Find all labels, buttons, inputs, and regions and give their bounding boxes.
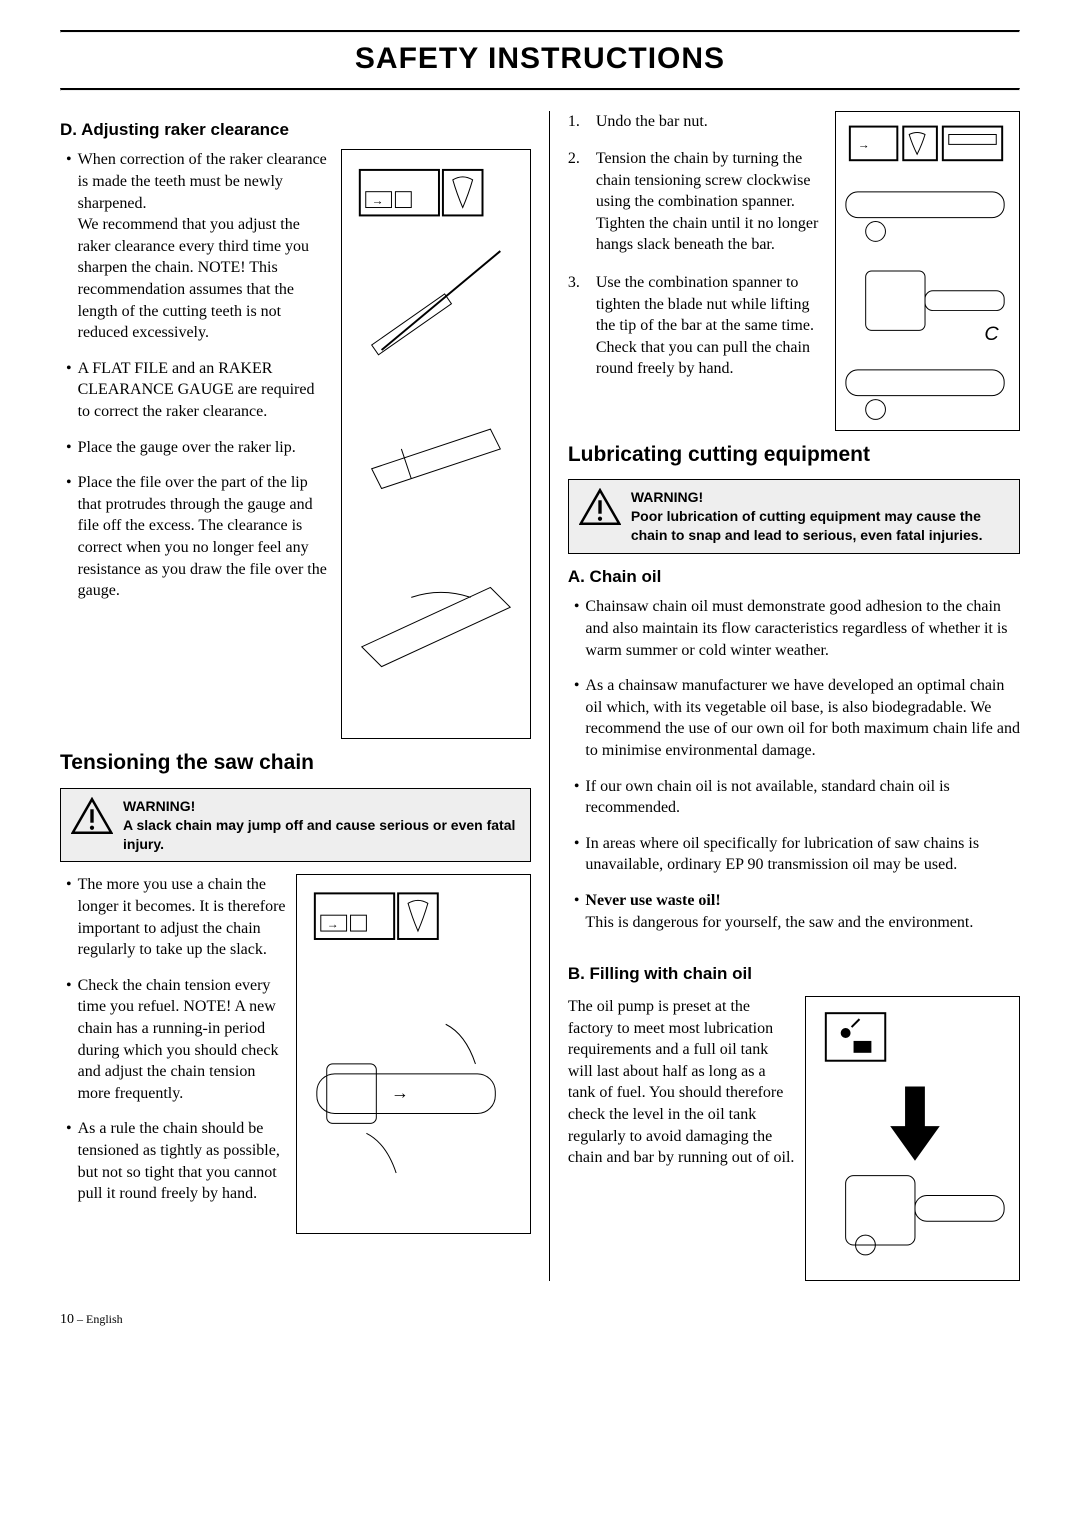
left-column: D. Adjusting raker clearance When correc… bbox=[60, 111, 531, 1282]
list-item: Chainsaw chain oil must demonstrate good… bbox=[574, 596, 1020, 661]
filling-diagram-icon bbox=[806, 997, 1019, 1280]
footer-lang: – English bbox=[74, 1312, 123, 1326]
tensioning-text-block: The more you use a chain the longer it b… bbox=[60, 874, 286, 1218]
bullet-text: Place the gauge over the raker lip. bbox=[78, 437, 296, 459]
svg-text:→: → bbox=[327, 918, 339, 932]
step-text: Tension the chain by turning the chain t… bbox=[596, 148, 825, 256]
list-item: In areas where oil specifically for lubr… bbox=[574, 833, 1020, 876]
list-item: Place the file over the part of the lip … bbox=[66, 472, 331, 602]
warning-body: Poor lubrication of cutting equipment ma… bbox=[631, 507, 1009, 545]
warning-icon bbox=[579, 488, 621, 533]
raker-row: When correction of the raker clearance i… bbox=[60, 149, 531, 739]
bullet-text: Chainsaw chain oil must demonstrate good… bbox=[585, 596, 1020, 661]
raker-figure: → bbox=[341, 149, 531, 739]
tensioning-steps: 1. Undo the bar nut. 2.Tension the chain … bbox=[568, 111, 825, 381]
step-number: 2. bbox=[568, 148, 586, 256]
list-item: If our own chain oil is not available, s… bbox=[574, 776, 1020, 819]
raker-diagram-icon: → bbox=[342, 150, 530, 738]
list-item: Never use waste oil! This is dangerous f… bbox=[574, 890, 1020, 933]
heading-lubricating: Lubricating cutting equipment bbox=[568, 441, 1020, 469]
step-number: 1. bbox=[568, 111, 586, 133]
step-text: Undo the bar nut. bbox=[596, 111, 708, 133]
list-item: When correction of the raker clearance i… bbox=[66, 149, 331, 343]
bullet-text: A FLAT FILE and an RAKER CLEARANCE GAUGE… bbox=[78, 358, 331, 423]
heading-adjusting-raker: D. Adjusting raker clearance bbox=[60, 119, 531, 142]
page-number: 10 bbox=[60, 1312, 74, 1327]
step-item: 3.Use the combination spanner to tighten… bbox=[568, 272, 825, 380]
list-item: As a rule the chain should be tensioned … bbox=[66, 1118, 286, 1204]
warning-label: WARNING! bbox=[123, 797, 520, 816]
warning-lubricating: WARNING! Poor lubrication of cutting equ… bbox=[568, 479, 1020, 554]
filling-row: The oil pump is preset at the factory to… bbox=[568, 996, 1020, 1281]
two-column-layout: D. Adjusting raker clearance When correc… bbox=[60, 111, 1020, 1282]
bullet-text: Check the chain tension every time you r… bbox=[78, 975, 286, 1105]
step-item: 1. Undo the bar nut. bbox=[568, 111, 825, 133]
bullet-text: As a chainsaw manufacturer we have devel… bbox=[585, 675, 1020, 761]
title-underline bbox=[60, 88, 1020, 91]
svg-text:→: → bbox=[371, 194, 383, 208]
warning-icon bbox=[71, 797, 113, 842]
never-text: This is dangerous for yourself, the saw … bbox=[585, 914, 973, 931]
page-title: SAFETY INSTRUCTIONS bbox=[60, 33, 1020, 88]
steps-figure: → C bbox=[835, 111, 1020, 431]
warning-text-block: WARNING! Poor lubrication of cutting equ… bbox=[631, 488, 1009, 545]
bullet-text: In areas where oil specifically for lubr… bbox=[585, 833, 1020, 876]
right-column: 1. Undo the bar nut. 2.Tension the chain … bbox=[549, 111, 1020, 1282]
never-label: Never use waste oil! bbox=[585, 892, 720, 909]
list-item: As a chainsaw manufacturer we have devel… bbox=[574, 675, 1020, 761]
chain-oil-bullets: Chainsaw chain oil must demonstrate good… bbox=[568, 596, 1020, 933]
warning-text-block: WARNING! A slack chain may jump off and … bbox=[123, 797, 520, 854]
list-item: A FLAT FILE and an RAKER CLEARANCE GAUGE… bbox=[66, 358, 331, 423]
tensioning-row: The more you use a chain the longer it b… bbox=[60, 874, 531, 1234]
bullet-text: When correction of the raker clearance i… bbox=[78, 149, 331, 343]
step-number: 3. bbox=[568, 272, 586, 380]
svg-text:→: → bbox=[858, 137, 870, 151]
heading-chain-oil: A. Chain oil bbox=[568, 566, 1020, 589]
warning-body: A slack chain may jump off and cause ser… bbox=[123, 816, 520, 854]
tensioning-figure: → → bbox=[296, 874, 531, 1234]
warning-tensioning: WARNING! A slack chain may jump off and … bbox=[60, 788, 531, 863]
steps-text-block: 1. Undo the bar nut. 2.Tension the chain … bbox=[568, 111, 825, 397]
raker-text-block: When correction of the raker clearance i… bbox=[60, 149, 331, 615]
steps-row: 1. Undo the bar nut. 2.Tension the chain … bbox=[568, 111, 1020, 431]
svg-text:→: → bbox=[391, 1083, 409, 1103]
bullet-text: If our own chain oil is not available, s… bbox=[585, 776, 1020, 819]
page-footer: 10 – English bbox=[60, 1311, 1020, 1330]
bullet-text: The more you use a chain the longer it b… bbox=[78, 874, 286, 960]
step-item: 2.Tension the chain by turning the chain… bbox=[568, 148, 825, 256]
bullet-text: As a rule the chain should be tensioned … bbox=[78, 1118, 286, 1204]
raker-bullets: When correction of the raker clearance i… bbox=[60, 149, 331, 601]
filling-text: The oil pump is preset at the factory to… bbox=[568, 996, 795, 1169]
list-item: The more you use a chain the longer it b… bbox=[66, 874, 286, 960]
list-item: Check the chain tension every time you r… bbox=[66, 975, 286, 1105]
heading-filling: B. Filling with chain oil bbox=[568, 963, 1020, 986]
bullet-text: Never use waste oil! This is dangerous f… bbox=[585, 890, 973, 933]
heading-tensioning: Tensioning the saw chain bbox=[60, 749, 531, 777]
list-item: Place the gauge over the raker lip. bbox=[66, 437, 331, 459]
tensioning-bullets: The more you use a chain the longer it b… bbox=[60, 874, 286, 1204]
bullet-text: Place the file over the part of the lip … bbox=[78, 472, 331, 602]
tensioning-diagram-icon: → → bbox=[297, 875, 530, 1233]
warning-label: WARNING! bbox=[631, 488, 1009, 507]
steps-diagram-icon: → C bbox=[836, 112, 1019, 430]
filling-figure bbox=[805, 996, 1020, 1281]
step-text: Use the combination spanner to tighten t… bbox=[596, 272, 825, 380]
svg-text:C: C bbox=[984, 323, 999, 345]
